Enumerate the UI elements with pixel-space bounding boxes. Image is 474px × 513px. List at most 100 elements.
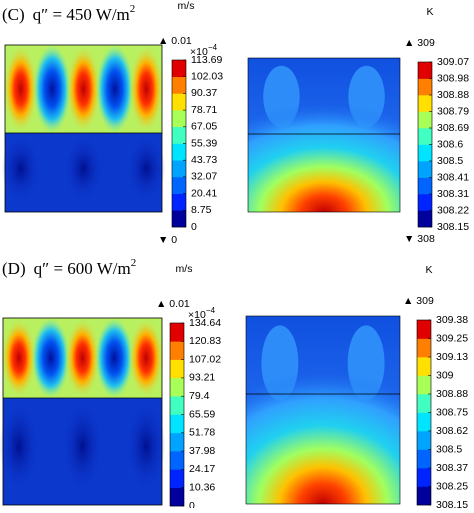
panel-title: (D) q″ = 600 W/m2 (2, 257, 136, 278)
colorbar-band (418, 62, 432, 79)
velocity-field (1, 44, 166, 213)
colorbar-unit: m/s (178, 0, 195, 12)
colorbar-band (418, 161, 432, 178)
colorbar-tick-label: 120.83 (189, 335, 221, 347)
colorbar-scale: ×10 (188, 309, 206, 321)
colorbar-scale: ×10 (190, 46, 208, 58)
colorbar-tick-label: 308.37 (436, 462, 468, 474)
colorbar-band (417, 320, 431, 339)
colorbar-tick-label: 308.6 (437, 138, 463, 150)
colorbar-unit: K (426, 6, 433, 18)
colorbar-tick-label: 308.79 (437, 105, 469, 117)
colorbar-tick-label: 51.78 (189, 427, 215, 439)
heat-flux-exponent: 2 (130, 3, 136, 15)
hot-plume (248, 104, 400, 212)
slow-region (127, 403, 166, 489)
colorbar-band (418, 177, 432, 195)
colorbar-band (172, 193, 186, 211)
colorbar-tick-label: 65.59 (189, 408, 215, 420)
colorbar-tick-label: 308.41 (437, 171, 469, 183)
colorbar-max: ▲ 309 (404, 37, 435, 49)
slow-region (63, 403, 102, 489)
frame (245, 315, 401, 505)
colorbar-tick-label: 0 (191, 221, 197, 233)
colorbar-tick-label: 309 (436, 369, 454, 381)
colorbar-min: ▼ 308 (404, 233, 435, 245)
frame (247, 57, 401, 213)
colorbar-band (170, 414, 184, 434)
colorbar: 134.64 120.83 107.02 93.21 79.4 65.59 51.78 37.… (156, 263, 221, 513)
colorbar-band (418, 194, 432, 211)
frame (2, 317, 163, 506)
colorbar-band (417, 486, 431, 506)
colorbar-band (170, 341, 184, 360)
colorbar-tick-label: 308.15 (436, 499, 468, 508)
colorbar-band (172, 93, 186, 111)
colorbar-min: ▼ 0 (158, 234, 177, 246)
vortex-core-slow (96, 45, 134, 133)
colorbar-band (170, 487, 184, 507)
colorbar-unit: m/s (176, 263, 193, 275)
colorbar-band (417, 357, 431, 376)
colorbar-tick-label: 309.07 (437, 56, 469, 68)
colorbar-tick-label: 309.13 (436, 351, 468, 363)
colorbar: 113.69 102.03 90.37 78.71 67.05 55.39 43.73 32.… (158, 0, 223, 246)
panel-label: (C) (2, 5, 25, 24)
velocity-field (0, 317, 166, 506)
colorbar: 309.38 309.25 309.13 309 308.88 308.75 308.62 3… (403, 264, 468, 513)
colorbar-tick-label: 308.5 (437, 155, 463, 167)
colorbar-tick-label: 102.03 (191, 70, 223, 82)
colorbar-tick-label: 20.41 (191, 187, 217, 199)
colorbar-max: ▲ 0.01 (158, 35, 192, 47)
colorbar-tick-label: 309.25 (436, 332, 468, 344)
colorbar-band (418, 111, 432, 129)
colorbar-band (417, 375, 431, 395)
colorbar-tick-label: 79.4 (189, 390, 210, 402)
colorbar: 309.07 308.98 308.88 308.79 308.69 308.6 308.5… (404, 6, 469, 245)
colorbar-max: ▲ 309 (403, 295, 434, 307)
colorbar-band (172, 143, 186, 161)
colorbar-tick-label: 308.22 (437, 204, 469, 216)
colorbar-tick-label: 32.07 (191, 171, 217, 183)
colorbar-band (417, 449, 431, 469)
colorbar-unit: K (425, 264, 432, 276)
colorbar-tick-label: 308.25 (436, 480, 468, 492)
slow-region (1, 136, 40, 201)
vortex-core-fast (65, 318, 100, 398)
colorbar-tick-label: 308.88 (437, 89, 469, 101)
colorbar-tick-label: 78.71 (191, 104, 217, 116)
colorbar-tick-label: 93.21 (189, 372, 215, 384)
colorbar-max: ▲ 0.01 (156, 298, 190, 310)
colorbar-tick-label: 308.75 (436, 406, 468, 418)
colorbar-tick-label: 0 (189, 500, 195, 508)
temperature-field (247, 57, 401, 213)
colorbar-band (170, 451, 184, 470)
colorbar-band (172, 76, 186, 94)
colorbar-tick-label: 24.17 (189, 463, 215, 475)
colorbar-tick-label: 308.31 (437, 188, 469, 200)
heat-flux: q″ = 450 W/m (33, 5, 130, 24)
colorbar-tick-label: 308.5 (436, 443, 462, 455)
hot-plume (246, 372, 400, 504)
vortex-core-fast (1, 318, 37, 398)
vortex-core-slow (31, 318, 70, 398)
panel-title: (C) q″ = 450 W/m2 (2, 3, 135, 24)
heat-flux: q″ = 600 W/m (34, 259, 131, 278)
colorbar-band (418, 210, 432, 228)
colorbar-band (417, 412, 431, 432)
colorbar-band (417, 394, 431, 413)
colorbar-band (170, 432, 184, 452)
colorbar-band (172, 110, 186, 128)
colorbar-tick-label: 308.88 (436, 388, 468, 400)
slow-region (127, 136, 166, 201)
colorbar-scale-exponent: −4 (208, 43, 218, 52)
colorbar-tick-label: 107.02 (189, 353, 221, 365)
colorbar-tick-label: 113.69 (191, 54, 222, 66)
colorbar-band (170, 396, 184, 415)
colorbar-tick-label: 37.98 (189, 445, 215, 457)
colorbar-band (170, 377, 184, 397)
colorbar-tick-label: 308.98 (437, 72, 469, 84)
